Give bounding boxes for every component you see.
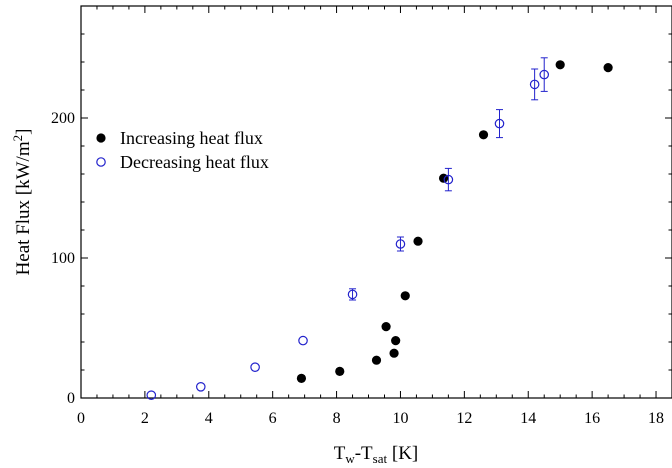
legend-marker-decreasing <box>96 157 106 167</box>
x-tick-label: 0 <box>77 410 85 427</box>
data-point-decreasing <box>146 390 157 400</box>
data-point-increasing <box>381 322 391 332</box>
error-bars <box>349 57 548 301</box>
x-tick-label: 18 <box>648 410 664 427</box>
x-label-sub1: w <box>345 451 355 466</box>
data-point-decreasing <box>529 79 540 90</box>
data-point-increasing <box>438 173 449 183</box>
y-tick-label: 100 <box>51 250 75 267</box>
data-point-increasing <box>389 348 399 358</box>
y-label-main: Heat Flux [kW/m <box>13 141 34 275</box>
plot-frame <box>80 5 672 399</box>
legend-marker-increasing <box>96 133 106 143</box>
data-point-decreasing <box>395 239 406 249</box>
x-label-main: T <box>334 443 346 464</box>
y-axis-label: Heat Flux [kW/m2] <box>10 129 34 276</box>
data-point-increasing <box>296 373 307 383</box>
data-point-increasing <box>391 336 401 346</box>
data-point-increasing <box>400 291 410 301</box>
data-point-decreasing <box>494 118 505 129</box>
x-tick-label: 16 <box>584 410 600 427</box>
data-point-decreasing <box>298 335 308 346</box>
tick-labels: 0 2 4 6 8 10 12 14 16 18 0 100 200 <box>51 110 664 427</box>
data-point-increasing <box>371 355 382 365</box>
x-label-sub2: sat <box>373 451 388 466</box>
x-label-mid: -T <box>355 443 373 464</box>
x-label-unit: [K] <box>387 443 418 464</box>
data-points <box>146 60 613 400</box>
x-tick-label: 4 <box>205 410 213 427</box>
data-point-decreasing <box>539 69 550 80</box>
legend-label-decreasing: Decreasing heat flux <box>120 152 269 172</box>
x-tick-label: 14 <box>520 410 536 427</box>
data-point-decreasing <box>195 381 206 392</box>
x-tick-label: 6 <box>269 410 277 427</box>
y-label-sup: 2 <box>10 135 25 142</box>
data-point-decreasing <box>347 289 358 300</box>
x-tick-label: 12 <box>456 410 472 427</box>
x-tick-label: 10 <box>392 410 408 427</box>
data-point-increasing <box>478 130 489 140</box>
x-tick-label: 8 <box>333 410 341 427</box>
data-point-decreasing <box>443 174 454 185</box>
legend: Increasing heat flux Decreasing heat flu… <box>96 128 269 172</box>
data-point-increasing <box>555 60 565 70</box>
x-axis-label: Tw-Tsat [K] <box>334 443 419 466</box>
data-point-decreasing <box>250 362 260 372</box>
data-point-increasing <box>603 63 613 73</box>
y-label-end: ] <box>13 129 34 135</box>
data-point-increasing <box>413 236 423 246</box>
x-tick-label: 2 <box>141 410 149 427</box>
y-tick-label: 200 <box>51 110 75 127</box>
data-point-increasing <box>335 366 345 376</box>
ticks <box>80 6 672 399</box>
legend-label-increasing: Increasing heat flux <box>120 128 263 148</box>
y-tick-label: 0 <box>67 390 75 407</box>
